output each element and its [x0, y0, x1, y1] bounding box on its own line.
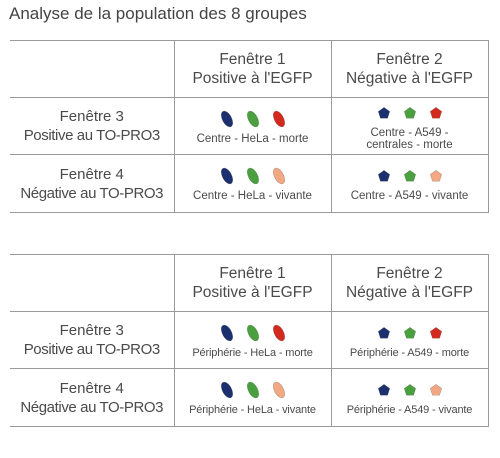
- row-header-line1: Fenêtre 4: [59, 165, 124, 183]
- row-header-window-4: Fenêtre 4 Négative au TO-PRO3: [10, 154, 175, 213]
- cell-shapes: [377, 165, 443, 187]
- group-cell: Centre - A549 - vivante: [330, 154, 489, 213]
- group-cell: Périphérie - HeLa - morte: [173, 311, 332, 369]
- population-table-centre: Fenêtre 1 Positive à l'EGFP Fenêtre 2 Né…: [10, 40, 489, 213]
- cell-shapes: [377, 322, 443, 344]
- row-header-window-3: Fenêtre 3 Positive au TO-PRO3: [10, 97, 175, 155]
- table-corner: [10, 40, 175, 98]
- blue-ellipse-cell-icon: [220, 110, 233, 127]
- salmon-ellipse-cell-icon: [272, 167, 285, 185]
- cell-caption: Centre - A549 -: [370, 126, 449, 139]
- green-pentagon-cell-icon: [403, 384, 416, 396]
- page-title: Analyse de la population des 8 groupes: [9, 4, 307, 23]
- green-ellipse-cell-icon: [246, 381, 259, 399]
- row-header-line1: Fenêtre 4: [59, 379, 124, 397]
- cell-caption: Périphérie - A549 - morte: [349, 346, 470, 359]
- cell-shapes: [377, 102, 443, 124]
- blue-ellipse-cell-icon: [220, 167, 233, 185]
- column-header-window-1: Fenêtre 1 Positive à l'EGFP: [173, 40, 332, 98]
- blue-pentagon-cell-icon: [377, 106, 390, 119]
- column-header-line1: Fenêtre 2: [376, 51, 443, 68]
- red-pentagon-cell-icon: [429, 326, 442, 339]
- table-row-window-3: Fenêtre 3 Positive au TO-PRO3 Centre - H…: [10, 97, 489, 155]
- column-header-line1: Fenêtre 1: [219, 51, 286, 68]
- group-cell: Périphérie - HeLa - vivante: [173, 368, 332, 427]
- cell-caption: Périphérie - HeLa - morte: [192, 346, 313, 359]
- row-header-window-4: Fenêtre 4 Négative au TO-PRO3: [10, 368, 175, 427]
- blue-pentagon-cell-icon: [377, 384, 390, 396]
- table-row-window-4: Fenêtre 4 Négative au TO-PRO3 Périphérie…: [10, 368, 489, 427]
- cell-caption-line2: centrales - morte: [366, 138, 453, 151]
- cell-shapes: [377, 379, 443, 401]
- row-header-line2: Positive au TO-PRO3: [23, 341, 160, 358]
- blue-pentagon-cell-icon: [377, 170, 390, 182]
- table-row-window-4: Fenêtre 4 Négative au TO-PRO3 Centre - H…: [10, 154, 489, 213]
- red-ellipse-cell-icon: [272, 110, 285, 127]
- salmon-pentagon-cell-icon: [429, 170, 442, 182]
- table-header-row: Fenêtre 1 Positive à l'EGFP Fenêtre 2 Né…: [10, 40, 489, 98]
- group-cell: Centre - HeLa - vivante: [173, 154, 332, 213]
- group-cell: Périphérie - A549 - vivante: [330, 368, 489, 427]
- green-ellipse-cell-icon: [246, 110, 259, 127]
- red-ellipse-cell-icon: [272, 324, 285, 341]
- green-pentagon-cell-icon: [403, 170, 416, 182]
- cell-shapes: [220, 322, 286, 344]
- group-cell: Centre - HeLa - morte: [173, 97, 332, 155]
- cell-caption: Centre - HeLa - morte: [196, 132, 309, 145]
- table-header-row: Fenêtre 1 Positive à l'EGFP Fenêtre 2 Né…: [10, 254, 489, 312]
- column-header-line2: Positive à l'EGFP: [192, 284, 313, 301]
- table-row-window-3: Fenêtre 3 Positive au TO-PRO3 Périphérie…: [10, 311, 489, 369]
- cell-shapes: [220, 165, 286, 187]
- row-header-line1: Fenêtre 3: [59, 322, 124, 339]
- row-header-line1: Fenêtre 3: [59, 108, 124, 125]
- blue-ellipse-cell-icon: [220, 324, 233, 341]
- blue-ellipse-cell-icon: [220, 381, 233, 399]
- blue-pentagon-cell-icon: [377, 326, 390, 339]
- cell-caption: Périphérie - A549 - vivante: [346, 404, 473, 416]
- column-header-window-2: Fenêtre 2 Négative à l'EGFP: [330, 40, 489, 98]
- population-table-peripherie: Fenêtre 1 Positive à l'EGFP Fenêtre 2 Né…: [10, 254, 489, 427]
- column-header-line2: Négative à l'EGFP: [345, 284, 473, 301]
- cell-caption: Centre - HeLa - vivante: [193, 190, 312, 202]
- group-cell: Périphérie - A549 - morte: [330, 311, 489, 369]
- column-header-line1: Fenêtre 2: [376, 265, 443, 282]
- cell-shapes: [220, 379, 286, 401]
- green-pentagon-cell-icon: [403, 106, 416, 119]
- cell-caption: Périphérie - HeLa - vivante: [189, 404, 316, 416]
- row-header-line2: Négative au TO-PRO3: [20, 184, 164, 202]
- green-ellipse-cell-icon: [246, 324, 259, 341]
- salmon-pentagon-cell-icon: [429, 384, 442, 396]
- row-header-window-3: Fenêtre 3 Positive au TO-PRO3: [10, 311, 175, 369]
- green-pentagon-cell-icon: [403, 326, 416, 339]
- column-header-window-2: Fenêtre 2 Négative à l'EGFP: [330, 254, 489, 312]
- column-header-line1: Fenêtre 1: [219, 265, 286, 282]
- column-header-window-1: Fenêtre 1 Positive à l'EGFP: [173, 254, 332, 312]
- green-ellipse-cell-icon: [246, 167, 259, 185]
- row-header-line2: Positive au TO-PRO3: [23, 127, 160, 144]
- table-corner: [10, 254, 175, 312]
- row-header-line2: Négative au TO-PRO3: [20, 398, 164, 416]
- cell-shapes: [220, 108, 286, 130]
- cell-caption: Centre - A549 - vivante: [350, 190, 469, 202]
- group-cell: Centre - A549 - centrales - morte: [330, 97, 489, 155]
- column-header-line2: Négative à l'EGFP: [345, 70, 473, 87]
- column-header-line2: Positive à l'EGFP: [192, 70, 313, 87]
- salmon-ellipse-cell-icon: [272, 381, 285, 399]
- red-pentagon-cell-icon: [429, 106, 442, 119]
